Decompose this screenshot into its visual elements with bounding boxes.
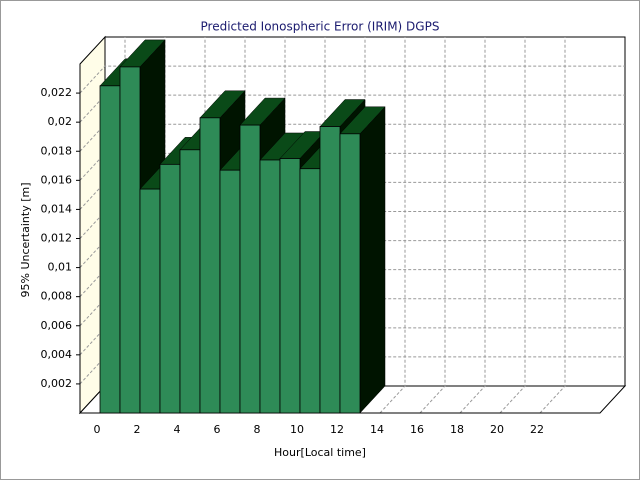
bar — [299, 168, 321, 414]
bar — [159, 163, 181, 414]
y-tick-label: 0,014 — [41, 202, 73, 215]
y-tick-label: 0,016 — [41, 173, 73, 186]
bar — [119, 66, 141, 414]
grid-line — [499, 37, 526, 414]
grid-line — [79, 65, 625, 94]
grid-line — [539, 37, 566, 414]
grid-line — [419, 37, 446, 414]
chart-title: Predicted Ionospheric Error (IRIM) DGPS — [201, 20, 440, 34]
x-tick-label: 0 — [94, 423, 101, 436]
bar — [339, 133, 361, 414]
bar — [219, 169, 241, 414]
bar — [179, 149, 201, 414]
x-tick-label: 10 — [290, 423, 304, 436]
bar — [279, 158, 301, 414]
y-axis-label: 95% Uncertainty [m] — [19, 182, 32, 297]
x-tick-label: 14 — [370, 423, 384, 436]
x-tick-label: 12 — [330, 423, 344, 436]
y-tick-label: 0,004 — [41, 348, 73, 361]
bar — [99, 85, 121, 414]
bar — [259, 159, 281, 414]
y-tick-label: 0,002 — [41, 377, 73, 390]
bar — [319, 126, 341, 414]
x-axis-label: Hour[Local time] — [274, 446, 366, 459]
y-tick-label: 0,012 — [41, 232, 73, 245]
x-tick-label: 6 — [214, 423, 221, 436]
x-tick-label: 18 — [450, 423, 464, 436]
bar-side — [359, 106, 386, 414]
x-tick-label: 2 — [134, 423, 141, 436]
y-tick-label: 0,008 — [41, 290, 73, 303]
y-tick-label: 0,006 — [41, 319, 73, 332]
y-tick-label: 0,02 — [48, 115, 73, 128]
x-tick-label: 8 — [254, 423, 261, 436]
bar — [139, 188, 161, 414]
y-tick-label: 0,01 — [48, 261, 73, 274]
bar — [199, 117, 221, 414]
y-tick-label: 0,022 — [41, 86, 73, 99]
x-tick-label: 4 — [174, 423, 181, 436]
x-tick-label: 16 — [410, 423, 424, 436]
grid-line — [459, 37, 486, 414]
y-tick-label: 0,018 — [41, 144, 73, 157]
x-tick-label: 22 — [530, 423, 544, 436]
bar — [239, 124, 261, 414]
x-tick-label: 20 — [490, 423, 504, 436]
grid-line — [379, 37, 406, 414]
